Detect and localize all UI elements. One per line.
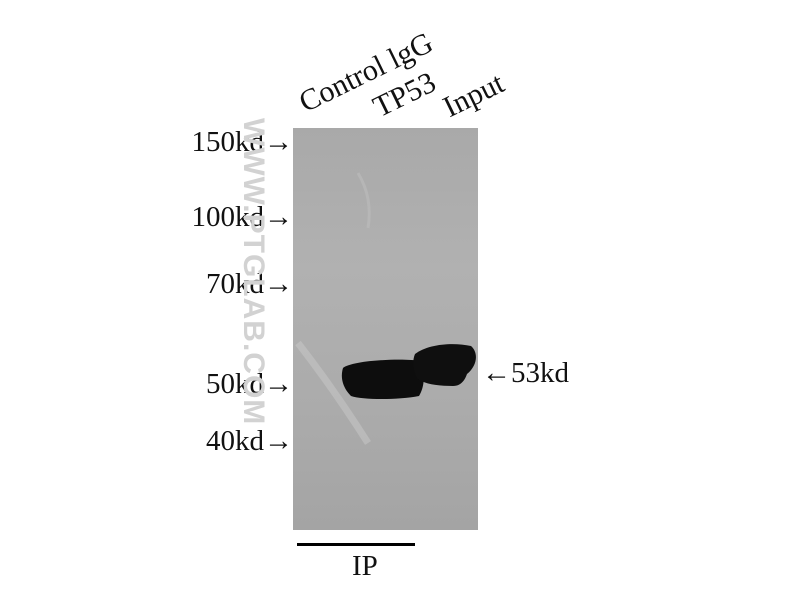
ip-bracket-line	[297, 543, 415, 546]
marker-100kd: 100kd→	[191, 201, 294, 233]
streak	[295, 340, 371, 445]
lane-label-input: Input	[437, 66, 510, 124]
watermark: WWW.PTGLAB.COM	[237, 118, 270, 426]
streak	[356, 172, 371, 229]
marker-50kd: 50kd→	[206, 368, 293, 400]
blot-membrane	[293, 128, 478, 530]
blot-svg	[295, 172, 476, 445]
marker-70kd: 70kd→	[206, 268, 293, 300]
marker-40kd: 40kd→	[206, 425, 293, 457]
band-input	[413, 344, 476, 386]
ip-label: IP	[352, 550, 378, 582]
band-label-53kd: ←53kd	[482, 357, 569, 389]
band-tp53	[341, 359, 424, 399]
marker-150kd: 150kd→	[191, 126, 294, 158]
